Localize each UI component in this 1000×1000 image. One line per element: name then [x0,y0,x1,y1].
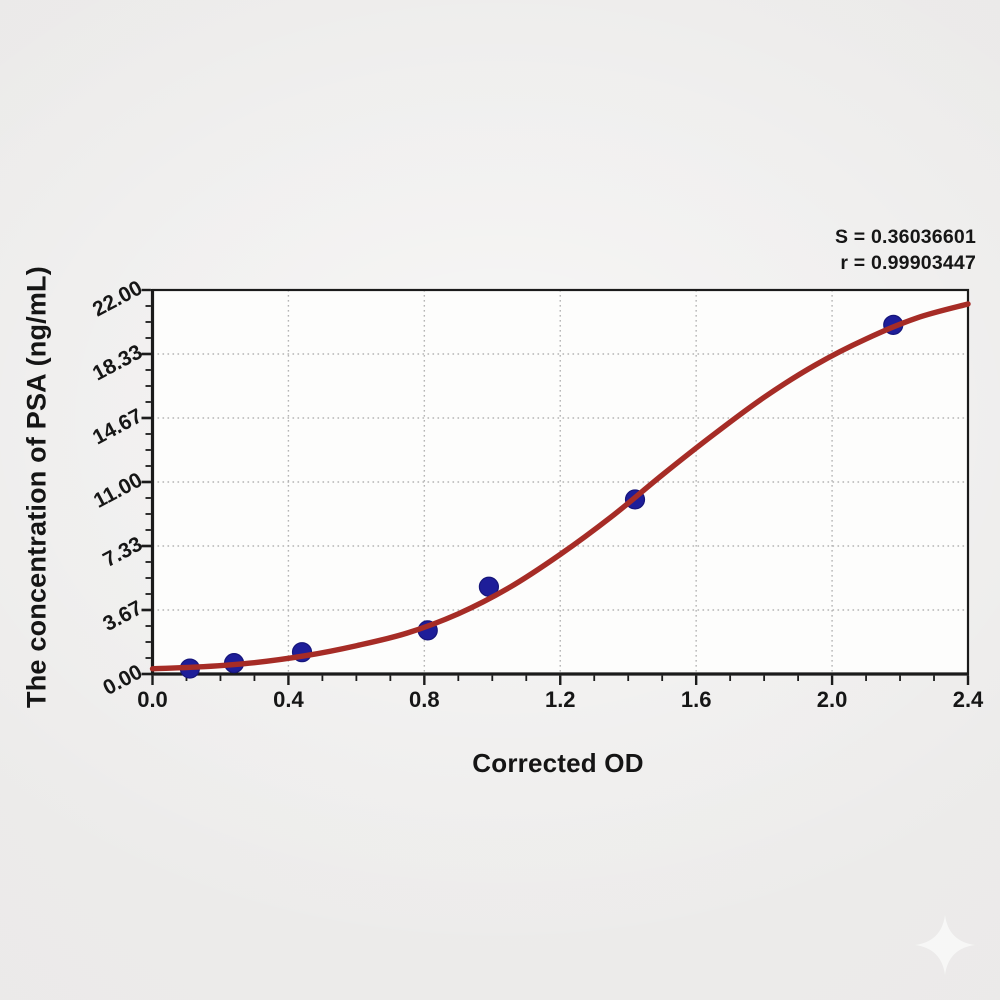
sparkle-icon [915,915,975,975]
x-tick-label: 0.8 [409,687,440,712]
fit-curve [149,301,971,672]
stat-standard-error: S = 0.36036601 [834,226,976,248]
fit-statistics: S = 0.36036601 r = 0.99903447 [676,224,976,276]
x-tick-label: 1.6 [680,687,712,712]
stat-correlation: r = 0.99903447 [840,252,976,274]
x-tick-label: 1.2 [544,687,576,712]
x-tick-label: 0.4 [273,687,304,712]
x-tick-label: 2.0 [816,687,848,712]
x-tick-label: 0.0 [137,687,168,712]
x-tick-label: 2.4 [952,687,984,712]
x-axis-title: Corrected OD [472,748,644,778]
